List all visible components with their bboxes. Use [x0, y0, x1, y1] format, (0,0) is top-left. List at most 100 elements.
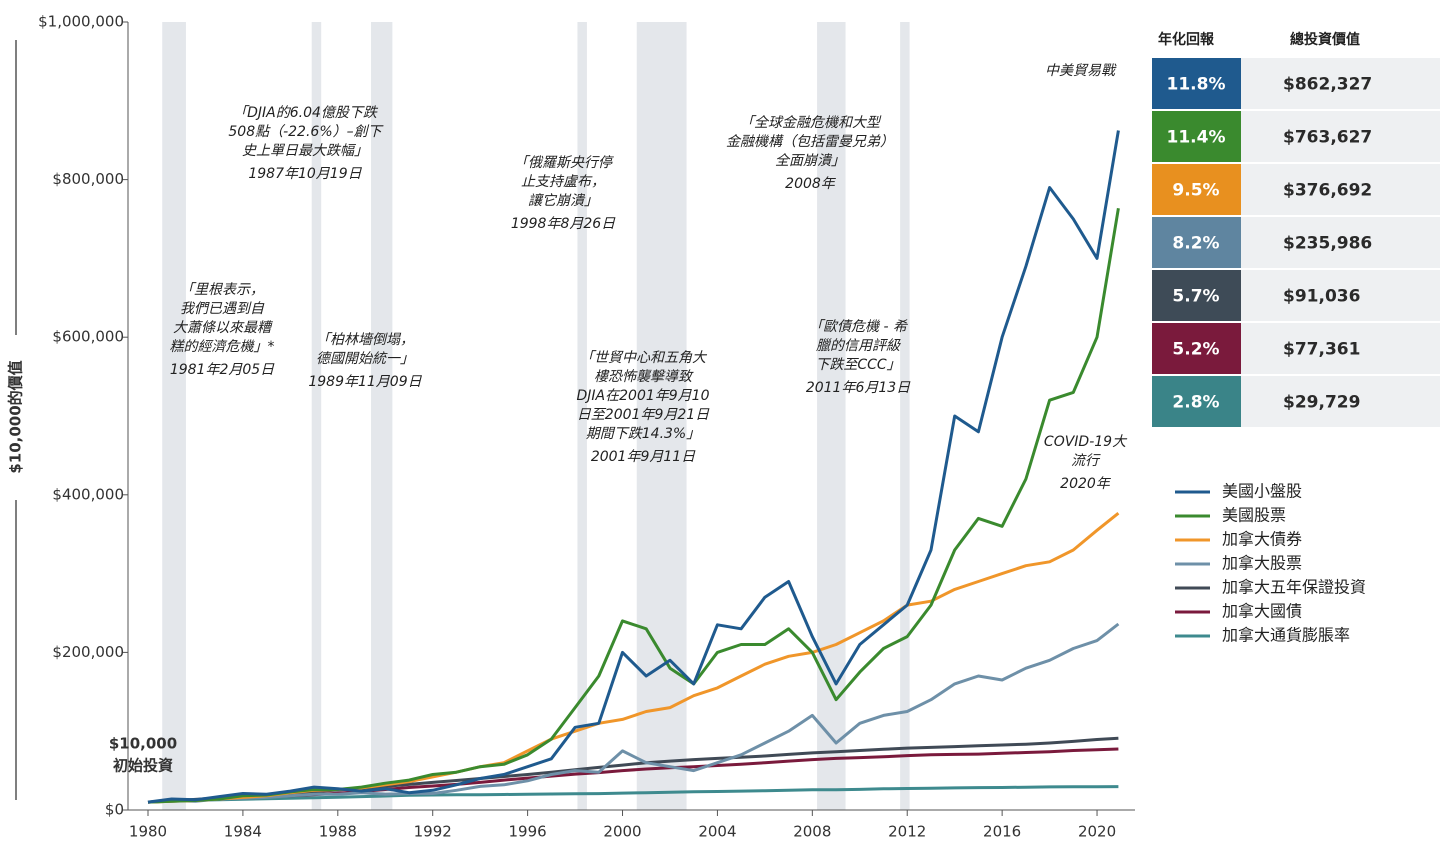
legend-label: 加拿大國債 — [1222, 602, 1302, 621]
annotation-text: 「俄羅斯央行停 — [514, 155, 614, 171]
annotation-text: 日至2001年9月21日 — [577, 407, 710, 423]
annotation-date: 1981年2月05日 — [170, 362, 275, 378]
table-rate: 11.8% — [1167, 75, 1226, 95]
table-rate: 2.8% — [1172, 393, 1219, 413]
annotation-text: 德國開始統一」 — [316, 351, 414, 367]
y-tick-label: $800,000 — [52, 170, 124, 188]
legend-label: 美國小盤股 — [1222, 482, 1302, 501]
annotation-text: 全面崩潰」 — [775, 153, 845, 169]
table-value-cell — [1241, 323, 1440, 374]
annotation-text: 508點（-22.6%）–創下 — [228, 124, 383, 140]
shaded-period — [636, 22, 687, 810]
x-tick-label: 1984 — [224, 823, 262, 841]
table-value-cell — [1241, 111, 1440, 162]
table-value: $235,986 — [1283, 234, 1372, 254]
x-tick-label: 1992 — [414, 823, 452, 841]
shaded-period — [577, 22, 587, 810]
annotation-text: 金融機構（包括雷曼兄弟） — [726, 134, 894, 150]
table-value: $29,729 — [1283, 393, 1360, 413]
table-value-cell — [1241, 376, 1440, 427]
annotation-text: 「全球金融危機和大型 — [740, 115, 882, 131]
y-tick-label: $600,000 — [52, 328, 124, 346]
table-value-cell — [1241, 217, 1440, 268]
y-axis-label: $10,000的價值 — [7, 360, 25, 473]
table-rate-cell — [1152, 58, 1241, 109]
table-header: 總投資價值 — [1290, 31, 1360, 48]
legend-label: 美國股票 — [1222, 506, 1286, 525]
annotation-text: 「DJIA的6.04億股下跌 — [233, 105, 379, 121]
legend-label: 加拿大通貨膨脹率 — [1222, 626, 1350, 645]
series-line — [147, 512, 1120, 804]
start-label: $10,000 — [109, 735, 177, 753]
table-value-cell — [1241, 164, 1440, 215]
annotation-text: 樓恐怖襲擊導致 — [594, 369, 694, 385]
annotation-text: 流行 — [1071, 453, 1101, 469]
y-tick-label: $1,000,000 — [38, 13, 124, 31]
annotation-date: 2008年 — [785, 176, 837, 192]
annotation-date: 2011年6月13日 — [806, 380, 911, 396]
annotation-text: 期間下跌14.3%」 — [586, 426, 700, 442]
x-tick-label: 2008 — [793, 823, 831, 841]
table-header: 年化回報 — [1158, 31, 1215, 48]
annotation-text: 我們已遇到自 — [180, 301, 265, 317]
start-label: 初始投資 — [113, 757, 173, 775]
table-value: $77,361 — [1283, 340, 1360, 360]
table-rate: 8.2% — [1172, 234, 1219, 254]
legend-label: 加拿大股票 — [1222, 554, 1302, 573]
table-rate-cell — [1152, 111, 1241, 162]
annotation-text: 下跌至CCC」 — [815, 357, 900, 373]
table-rate: 9.5% — [1172, 181, 1219, 201]
annotation-date: 2001年9月11日 — [591, 449, 696, 465]
annotation-date: 1989年11月09日 — [308, 374, 422, 390]
legend-label: 加拿大五年保證投資 — [1222, 578, 1366, 597]
annotation-text: 「里根表示， — [180, 282, 264, 298]
legend-label: 加拿大債券 — [1222, 530, 1302, 549]
annotation-text: 讓它崩潰」 — [528, 193, 598, 209]
y-tick-label: $200,000 — [52, 643, 124, 661]
annotation-text: 臘的信用評級 — [816, 338, 901, 354]
annotation-text: 「世貿中心和五角大 — [580, 350, 708, 366]
series-line — [147, 785, 1119, 804]
annotation-date: 1998年8月26日 — [511, 216, 616, 232]
x-tick-label: 2012 — [888, 823, 926, 841]
annotation-text: 「柏林墻倒塌， — [316, 332, 414, 348]
y-axis-label-group: $10,000的價值 — [7, 40, 25, 800]
table-rate: 5.7% — [1172, 287, 1219, 307]
table-rate: 5.2% — [1172, 340, 1219, 360]
series-line — [147, 208, 1120, 804]
shaded-period — [371, 22, 393, 810]
shaded-period — [162, 22, 186, 810]
table-value-cell — [1241, 270, 1440, 321]
table-rate-cell — [1152, 376, 1241, 427]
table-value-cell — [1241, 58, 1440, 109]
x-tick-label: 2000 — [603, 823, 641, 841]
table-value: $376,692 — [1283, 181, 1372, 201]
annotation-text: 大蕭條以來最糟 — [173, 320, 274, 336]
table-rate: 11.4% — [1167, 128, 1226, 148]
shaded-period — [311, 22, 322, 810]
y-tick-label: $0 — [105, 801, 124, 819]
x-tick-label: 2020 — [1078, 823, 1116, 841]
annotation-date: 2020年 — [1060, 476, 1112, 492]
x-tick-label: 2004 — [698, 823, 736, 841]
x-tick-label: 1996 — [509, 823, 547, 841]
annotation-text: 「歐債危機 - 希 — [809, 319, 908, 335]
annotation-text: 止支持盧布， — [521, 174, 605, 190]
table-rate-cell — [1152, 164, 1241, 215]
annotation-text: 史上單日最大跌幅」 — [242, 143, 368, 159]
annotation-text: COVID-19大 — [1044, 434, 1128, 450]
table-rate-cell — [1152, 323, 1241, 374]
x-tick-label: 1980 — [129, 823, 167, 841]
shaded-period — [900, 22, 910, 810]
annotation-text: DJIA在2001年9月10 — [577, 388, 710, 404]
table-rate-cell — [1152, 217, 1241, 268]
annotation-date: 1987年10月19日 — [248, 166, 362, 182]
series-line — [147, 130, 1120, 804]
y-tick-label: $400,000 — [52, 485, 124, 503]
annotation-text: 糕的經濟危機」* — [170, 339, 275, 355]
table-value: $862,327 — [1283, 75, 1372, 95]
table-value: $763,627 — [1283, 128, 1372, 148]
x-tick-label: 1988 — [319, 823, 357, 841]
annotation-text: 中美貿易戰 — [1045, 63, 1117, 79]
